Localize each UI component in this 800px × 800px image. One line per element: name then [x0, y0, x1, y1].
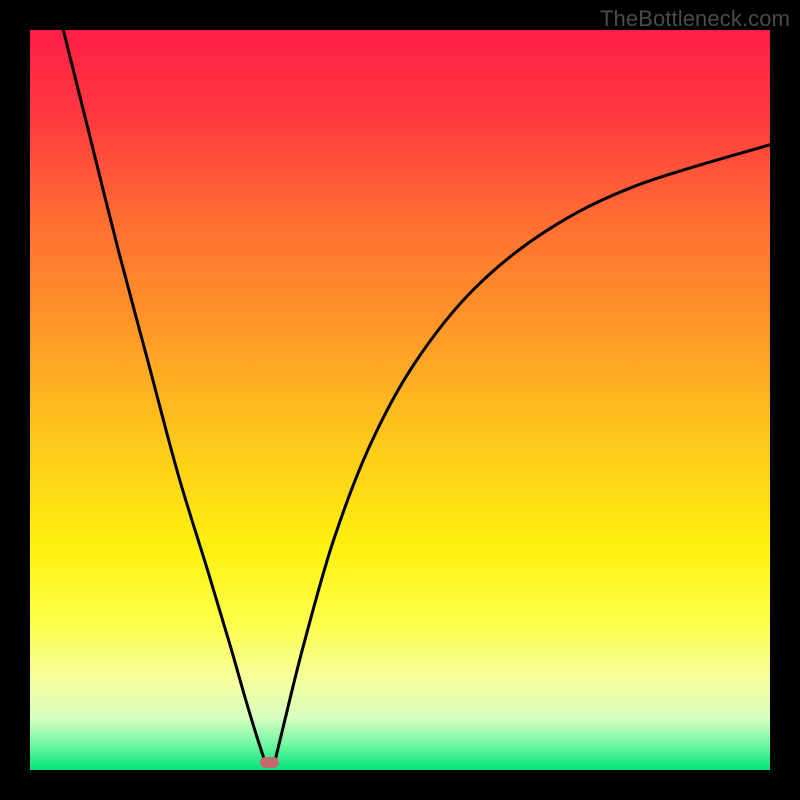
curve-right-branch [276, 145, 770, 758]
watermark-text: TheBottleneck.com [600, 6, 790, 32]
bottleneck-marker [260, 757, 279, 768]
bottleneck-curve [30, 30, 770, 770]
chart-frame: TheBottleneck.com [0, 0, 800, 800]
plot-area [30, 30, 770, 770]
curve-left-branch [63, 30, 264, 758]
